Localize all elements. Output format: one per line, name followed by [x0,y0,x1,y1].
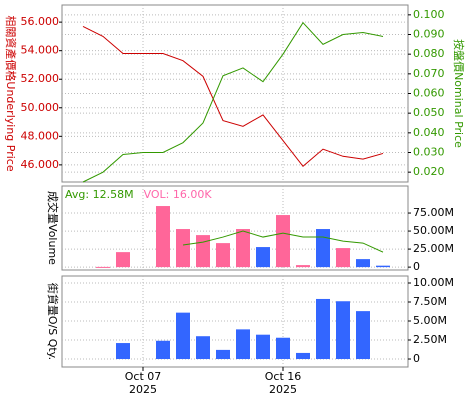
line [82,21,384,183]
y-tick-label: 0.100 [413,8,445,21]
bar [196,235,210,268]
line [182,230,384,253]
y-axis-label: 相關資產價格Underlying Price [4,15,18,171]
annotation: Avg: 12.58M [65,188,134,201]
x-tick-label: Oct 16 [265,370,302,383]
bar [216,349,230,360]
y-tick-label: 0 [413,260,420,273]
y2-axis-label: 按盤價Nominal Price [452,39,466,148]
bar [156,206,170,268]
bar [236,229,250,268]
bar [356,259,370,268]
y-tick-label: 50.000 [21,101,60,114]
y-tick-label: 0.050 [413,106,445,119]
y-tick-label: 7.50M [413,295,447,308]
y-tick-label: 10.00M [413,276,454,289]
y-tick-label: 46.000 [21,158,60,171]
bar [356,311,370,360]
y-tick-label: 50.00M [413,224,454,237]
bar [256,334,270,360]
bar [116,343,130,360]
bar [176,312,190,360]
y-tick-label: 0.040 [413,126,445,139]
y-tick-label: 54.000 [21,44,60,57]
x-tick-year: 2025 [269,383,297,396]
bar [336,301,350,360]
line [82,25,384,168]
y-tick-label: 0.020 [413,165,445,178]
y-tick-label: 25.00M [413,242,454,255]
bar [336,248,350,268]
y-tick-label: 0.070 [413,67,445,80]
x-tick-label: Oct 07 [125,370,162,383]
bar [236,329,250,360]
bar [96,266,110,268]
y-tick-label: 56.000 [21,15,60,28]
bar [216,243,230,268]
y-tick-label: 5.00M [413,314,447,327]
bar [376,265,390,268]
y-tick-label: 0.060 [413,87,445,100]
y-tick-label: 0.030 [413,146,445,159]
x-tick-year: 2025 [129,383,157,396]
annotation: VOL: 16.00K [144,188,213,201]
bar [116,252,130,268]
bar [276,337,290,360]
y-tick-label: 48.000 [21,129,60,142]
bar [296,352,310,360]
y-tick-label: 52.000 [21,72,60,85]
bar [156,340,170,360]
y-tick-label: 0 [413,352,420,365]
y-tick-label: 0.080 [413,47,445,60]
y-tick-label: 2.50M [413,333,447,346]
y-axis-label: 成交量Volume [46,191,60,265]
bar [196,336,210,360]
bar [296,265,310,268]
bar [316,229,330,268]
panel [61,185,409,271]
bar [276,215,290,268]
bar [256,247,270,268]
bar [176,229,190,268]
y-tick-label: 0.090 [413,28,445,41]
y-tick-label: 75.00M [413,206,454,219]
y-axis-label: 街貨量O/S Qty. [46,283,60,360]
bar [316,298,330,360]
